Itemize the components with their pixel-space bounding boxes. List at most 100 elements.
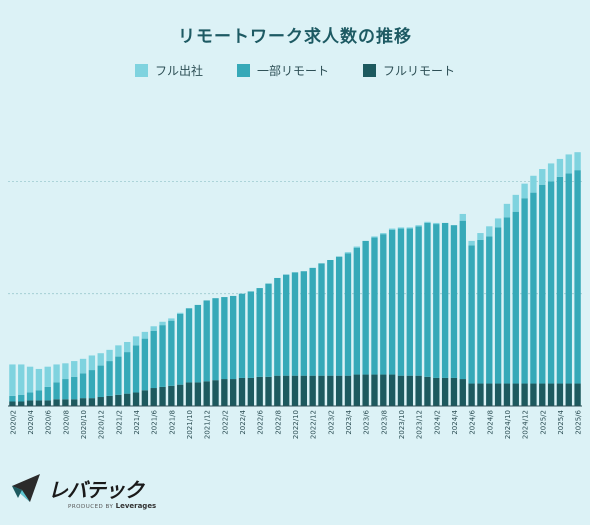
x-tick-label: 2020/2	[9, 410, 17, 435]
bar-partial-remote-2023-6	[362, 240, 369, 375]
bar-full-remote-2025-1	[530, 383, 537, 406]
bar-partial-remote-2024-8	[486, 236, 493, 384]
x-tick-label: 2024/6	[469, 409, 477, 434]
bar-full-office-2025-6	[574, 152, 581, 171]
bar-full-remote-2023-8	[380, 374, 387, 406]
bar-full-office-2020-8	[62, 363, 69, 380]
bar-full-remote-2020-4	[26, 400, 34, 406]
bar-full-remote-2022-5	[247, 377, 255, 406]
bar-full-remote-2024-11	[512, 383, 519, 406]
bar-partial-remote-2021-4	[132, 345, 140, 393]
legend-label-full-office: フル出社	[154, 64, 203, 78]
stacked-bar-chart: 2020/2 2020/4 2020/6 2020/8 2020/10 2020/12 20…	[8, 152, 583, 439]
bar-full-office-2021-6	[150, 326, 157, 331]
bar-full-remote-2022-10	[291, 375, 299, 406]
bar-partial-remote-2020-12	[97, 365, 104, 398]
x-tick-label: 2020/8	[62, 410, 70, 435]
bar-full-remote-2022-4	[238, 377, 246, 406]
bar-full-remote-2024-8	[486, 383, 493, 406]
x-tick-label: 2023/2	[327, 410, 335, 435]
x-tick-label: 2022/6	[257, 409, 265, 434]
bar-full-office-2020-4	[26, 366, 34, 393]
bar-full-office-2025-1	[530, 175, 537, 193]
x-tick-label: 2024/12	[522, 410, 530, 439]
bar-partial-remote-2021-1	[106, 361, 113, 396]
bar-partial-remote-2024-7	[477, 239, 484, 384]
logo-produced-by: PRODUCED BY Leverages	[68, 502, 156, 510]
x-tick-label: 2021/4	[133, 409, 141, 434]
bar-full-office-2025-4	[556, 158, 564, 177]
bar-full-office-2023-4	[344, 252, 352, 254]
bar-partial-remote-2023-12	[415, 226, 422, 376]
bar-partial-remote-2020-7	[53, 382, 60, 400]
bar-full-remote-2022-2	[221, 379, 228, 406]
x-tick-label: 2022/2	[221, 410, 229, 435]
legend-item-full-office: フル出社	[134, 62, 203, 79]
bar-partial-remote-2020-5	[35, 390, 43, 401]
bar-full-office-2020-10	[79, 358, 87, 374]
bar-partial-remote-2024-5	[459, 220, 466, 380]
bar-full-remote-2020-10	[79, 398, 87, 406]
bar-partial-remote-2020-2	[9, 395, 16, 402]
bar-full-remote-2025-5	[565, 383, 572, 406]
x-tick-label: 2020/6	[45, 409, 53, 434]
x-tick-label: 2025/4	[557, 409, 565, 434]
bar-full-remote-2023-10	[397, 375, 405, 406]
bar-full-remote-2022-7	[265, 376, 272, 406]
logo-text: レバテック	[48, 478, 144, 502]
x-tick-label: 2022/12	[310, 410, 318, 439]
bar-full-remote-2024-12	[521, 383, 528, 406]
bar-partial-remote-2021-8	[168, 320, 175, 386]
bar-partial-remote-2023-1	[318, 263, 325, 376]
legend-label-partial-remote: 一部リモート	[256, 64, 329, 78]
bar-full-remote-2020-11	[88, 398, 96, 406]
x-tick-label: 2021/2	[115, 410, 123, 435]
bar-full-remote-2021-11	[194, 382, 202, 406]
bar-partial-remote-2021-12	[203, 300, 210, 382]
bar-full-remote-2025-2	[539, 383, 546, 406]
bar-partial-remote-2024-9	[494, 227, 502, 384]
bar-partial-remote-2024-4	[450, 225, 458, 378]
legend-item-partial-remote: 一部リモート	[236, 62, 329, 79]
bar-partial-remote-2025-3	[547, 181, 555, 384]
bar-full-remote-2023-3	[335, 375, 343, 406]
bar-full-office-2024-5	[459, 213, 466, 221]
bar-full-remote-2022-12	[309, 375, 316, 406]
bar-full-office-2023-7	[371, 236, 378, 238]
bar-full-remote-2022-11	[300, 375, 308, 406]
bar-full-remote-2020-2	[9, 401, 16, 406]
bar-partial-remote-2024-3	[441, 222, 449, 378]
bar-full-office-2020-6	[44, 366, 51, 387]
bar-partial-remote-2021-2	[115, 356, 122, 395]
bar-partial-remote-2023-7	[371, 237, 378, 375]
bar-full-office-2023-11	[406, 227, 413, 229]
bar-partial-remote-2023-9	[388, 229, 396, 375]
bar-partial-remote-2025-6	[574, 170, 581, 384]
bar-full-office-2023-5	[353, 246, 360, 248]
bar-full-remote-2025-6	[574, 383, 581, 406]
bar-partial-remote-2021-9	[177, 313, 184, 385]
bar-partial-remote-2020-4	[26, 392, 34, 401]
bar-full-remote-2023-9	[388, 374, 396, 406]
bar-partial-remote-2023-4	[344, 253, 352, 376]
bar-partial-remote-2023-8	[380, 234, 387, 375]
bar-partial-remote-2022-12	[309, 267, 316, 376]
bar-full-remote-2025-3	[547, 383, 555, 406]
bar-full-remote-2020-9	[71, 399, 78, 406]
bar-partial-remote-2024-10	[503, 217, 511, 384]
bar-full-office-2025-5	[565, 154, 572, 174]
chart-title: リモートワーク求人数の推移	[178, 27, 412, 47]
bar-full-remote-2021-1	[106, 395, 113, 406]
x-tick-label: 2021/10	[186, 410, 194, 439]
bar-partial-remote-2022-3	[230, 295, 237, 380]
x-tick-label: 2024/8	[486, 410, 494, 435]
bar-partial-remote-2023-3	[335, 256, 343, 376]
bar-full-remote-2022-8	[274, 375, 281, 406]
bar-full-remote-2023-1	[318, 375, 325, 406]
bar-full-office-2024-11	[512, 194, 519, 212]
bar-full-remote-2020-7	[53, 399, 60, 406]
x-tick-label: 2024/10	[504, 410, 512, 439]
x-tick-label: 2021/8	[168, 410, 176, 435]
x-tick-label: 2023/8	[380, 410, 388, 435]
bar-full-remote-2020-3	[18, 401, 25, 406]
